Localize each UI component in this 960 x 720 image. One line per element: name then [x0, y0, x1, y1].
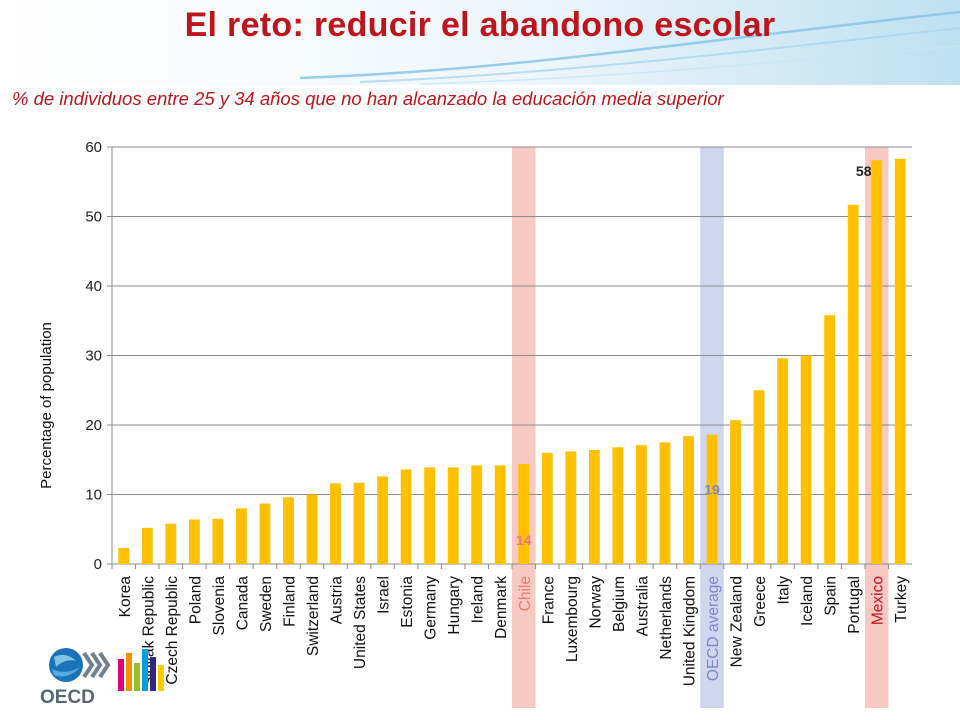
x-category-label: Chile — [517, 576, 534, 611]
y-tick-label: 60 — [85, 139, 102, 156]
x-category-label: Australia — [634, 576, 651, 637]
anniversary-bars-icon — [118, 649, 164, 691]
x-category-label: United States — [352, 576, 369, 669]
x-category-label: Austria — [329, 576, 346, 625]
y-tick-label: 50 — [85, 209, 102, 226]
header-decoration — [0, 0, 960, 85]
chart-subtitle: % de individuos entre 25 y 34 años que n… — [12, 88, 724, 109]
bar — [306, 494, 318, 564]
x-category-label: Finland — [281, 576, 298, 627]
oecd-logo-text: OECD — [40, 687, 95, 707]
y-tick-label: 30 — [85, 348, 102, 365]
bar — [659, 442, 671, 564]
x-category-label: Mexico — [870, 576, 887, 625]
bar — [188, 519, 200, 564]
bar — [565, 451, 577, 564]
x-category-label: Denmark — [493, 576, 510, 639]
x-category-label: Ireland — [470, 576, 487, 623]
bar — [447, 467, 459, 564]
oecd-globe-icon — [49, 648, 83, 682]
y-axis-title: Percentage of population — [38, 322, 55, 489]
bar — [141, 527, 153, 564]
bar — [283, 497, 294, 564]
x-category-label: Portugal — [846, 576, 863, 634]
bar — [636, 445, 647, 564]
x-category-label: Norway — [587, 576, 604, 629]
x-category-label: Italy — [776, 576, 793, 605]
bar — [377, 476, 388, 564]
bar — [400, 469, 412, 564]
x-category-label: OECD average — [705, 576, 722, 681]
x-category-label: Poland — [187, 576, 204, 624]
bar — [471, 465, 483, 564]
y-tick-label: 20 — [85, 417, 102, 434]
bar — [424, 467, 436, 564]
x-category-label: Turkey — [893, 576, 910, 623]
bar — [588, 450, 600, 564]
bar — [494, 465, 506, 564]
bar — [800, 355, 812, 564]
page-title: El reto: reducir el abandono escolar — [184, 6, 776, 44]
highlight-band — [512, 147, 536, 708]
x-category-label: Israel — [376, 576, 393, 614]
y-tick-label: 10 — [85, 487, 102, 504]
x-category-label: Estonia — [399, 576, 416, 628]
bar-value-label: 19 — [704, 482, 720, 498]
y-tick-label: 40 — [85, 278, 102, 295]
x-category-label: Spain — [823, 576, 840, 616]
x-category-label: New Zealand — [729, 576, 746, 667]
bar — [353, 482, 365, 564]
bar — [753, 390, 765, 564]
x-category-label: Iceland — [799, 576, 816, 626]
x-category-label: Luxembourg — [564, 576, 581, 662]
oecd-logo: OECD — [40, 648, 164, 707]
bar — [683, 436, 694, 564]
x-category-label: France — [540, 576, 557, 624]
bar — [518, 463, 530, 564]
bar-value-label: 14 — [516, 532, 532, 548]
x-category-label: Sweden — [258, 576, 275, 632]
highlight-band — [700, 147, 724, 708]
x-category-label: Hungary — [446, 576, 463, 635]
bar — [212, 518, 224, 564]
x-category-label: Belgium — [611, 576, 628, 632]
bar — [706, 434, 718, 564]
bar — [847, 204, 859, 564]
bar — [259, 503, 271, 564]
bar — [824, 315, 836, 564]
bar — [541, 452, 553, 564]
x-category-label: Canada — [234, 576, 251, 631]
bar — [871, 160, 883, 564]
bar — [236, 508, 247, 564]
bar — [777, 358, 788, 564]
bar — [894, 158, 906, 564]
bar — [165, 523, 177, 564]
x-category-label: United Kingdom — [681, 576, 698, 686]
bar — [730, 420, 741, 564]
x-category-label: Greece — [752, 576, 769, 627]
bar — [612, 447, 624, 564]
x-category-label: Germany — [423, 576, 440, 640]
x-category-label: Switzerland — [305, 576, 322, 656]
y-tick-label: 0 — [94, 556, 102, 573]
bar-value-label: 58 — [856, 163, 872, 179]
bar — [330, 483, 341, 564]
x-category-label: Slovenia — [211, 576, 228, 636]
x-category-label: Netherlands — [658, 576, 675, 660]
bar — [118, 548, 130, 564]
x-category-label: Korea — [117, 576, 134, 618]
x-category-label: Czech Republic — [164, 576, 181, 685]
